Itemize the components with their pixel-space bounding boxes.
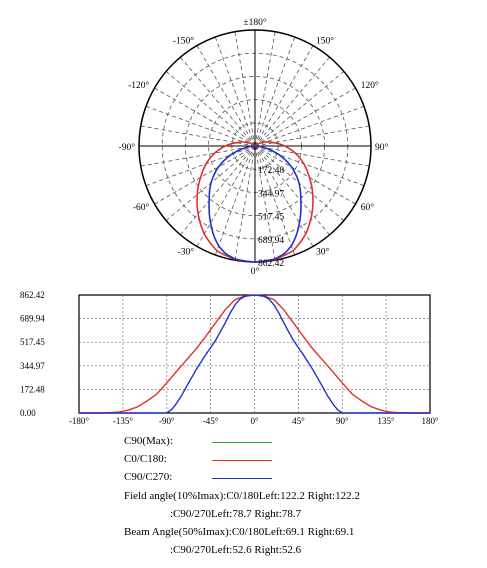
y-tick-label: 862.42	[20, 290, 45, 300]
legend-item-c90-max: C90(Max):	[124, 435, 284, 451]
polar-radial-tick-label: 689.94	[258, 236, 284, 246]
y-tick-label: 0.00	[20, 408, 36, 418]
x-tick-label: -45°	[203, 416, 219, 426]
y-tick-label: 689.94	[20, 314, 45, 324]
polar-spoke	[234, 31, 256, 147]
polar-radial-tick-label: 172.48	[258, 166, 284, 176]
beam-angle-c0: Beam Angle(50%Imax):C0/180Left:69.1 Righ…	[124, 526, 355, 538]
polar-spoke	[254, 36, 296, 147]
polar-spoke	[254, 45, 314, 147]
polar-spoke	[254, 145, 356, 205]
x-tick-label: 180°	[421, 416, 439, 426]
polar-spoke	[254, 145, 370, 167]
polar-spoke	[165, 71, 256, 147]
polar-angle-label: 30°	[316, 247, 330, 258]
polar-spoke	[254, 145, 314, 247]
polar-spoke	[254, 105, 365, 147]
x-tick-label: -90°	[159, 416, 175, 426]
polar-spoke	[145, 105, 256, 147]
polar-spoke	[214, 36, 256, 147]
x-tick-label: 45°	[292, 416, 305, 426]
legend-label: C0/C180:	[124, 453, 167, 465]
polar-spoke	[254, 145, 276, 261]
polar-spoke	[214, 145, 256, 256]
x-tick-label: 90°	[336, 416, 349, 426]
polar-spoke	[254, 31, 276, 147]
field-angle-c90: :C90/270Left:78.7 Right:78.7	[170, 508, 302, 520]
polar-angle-label: 150°	[316, 35, 334, 46]
polar-radial-tick-label: 344.97	[258, 189, 284, 199]
x-tick-label: 0°	[250, 416, 259, 426]
polar-spoke	[254, 145, 296, 256]
polar-spoke	[145, 145, 256, 187]
legend-swatch	[212, 442, 272, 443]
y-tick-label: 517.45	[20, 337, 45, 347]
beam-angle-c90: :C90/270Left:52.6 Right:52.6	[170, 544, 302, 556]
polar-angle-label: 90°	[375, 142, 389, 153]
polar-radial-tick-label: 862.42	[258, 259, 284, 269]
polar-spoke	[154, 145, 256, 205]
legend-label: C90/C270:	[124, 471, 173, 483]
legend-swatch	[212, 460, 272, 461]
x-tick-label: -135°	[113, 416, 133, 426]
polar-angle-label: 60°	[361, 202, 375, 213]
polar-spoke	[254, 56, 330, 147]
polar-spoke	[140, 145, 256, 167]
polar-spoke	[234, 145, 256, 261]
polar-radial-tick-label: 517.45	[258, 213, 284, 223]
polar-spoke	[254, 145, 365, 187]
legend-swatch	[212, 478, 272, 479]
polar-spoke	[254, 87, 356, 147]
polar-spoke	[140, 125, 256, 147]
polar-spoke	[196, 45, 256, 147]
polar-spoke	[180, 56, 256, 147]
x-tick-label: -180°	[69, 416, 89, 426]
polar-angle-label: -150°	[173, 35, 194, 46]
legend-item-c0-c180: C0/C180:	[124, 453, 284, 469]
field-angle-c0: Field angle(10%Imax):C0/180Left:122.2 Ri…	[124, 490, 360, 502]
polar-curve-c90-c270	[208, 145, 302, 263]
polar-angle-label: -90°	[119, 142, 136, 153]
polar-angle-label: 120°	[361, 80, 379, 91]
polar-spoke	[254, 71, 345, 147]
polar-angle-label: ±180°	[243, 17, 266, 28]
x-tick-label: 135°	[378, 416, 396, 426]
legend-label: C90(Max):	[124, 435, 173, 447]
y-tick-label: 172.48	[20, 384, 45, 394]
polar-angle-label: -120°	[128, 80, 149, 91]
polar-chart: 172.48 344.97 517.45 689.94 862.42 ±180° 150° 1…	[119, 17, 389, 277]
polar-spoke	[180, 145, 256, 236]
line-c90-c270	[79, 294, 430, 414]
y-tick-label: 344.97	[20, 361, 45, 371]
polar-spoke	[254, 145, 330, 236]
polar-angle-label: -60°	[133, 202, 150, 213]
polar-angle-label: 0°	[251, 266, 260, 277]
polar-spoke	[196, 145, 256, 247]
linear-chart: -180° -135° -90° -45° 0° 45° 90° 135° 180° 0.00 17…	[20, 290, 439, 426]
polar-angle-label: -30°	[178, 247, 195, 258]
polar-spoke	[154, 87, 256, 147]
polar-spoke	[254, 125, 370, 147]
legend-item-c90-c270: C90/C270:	[124, 471, 284, 487]
